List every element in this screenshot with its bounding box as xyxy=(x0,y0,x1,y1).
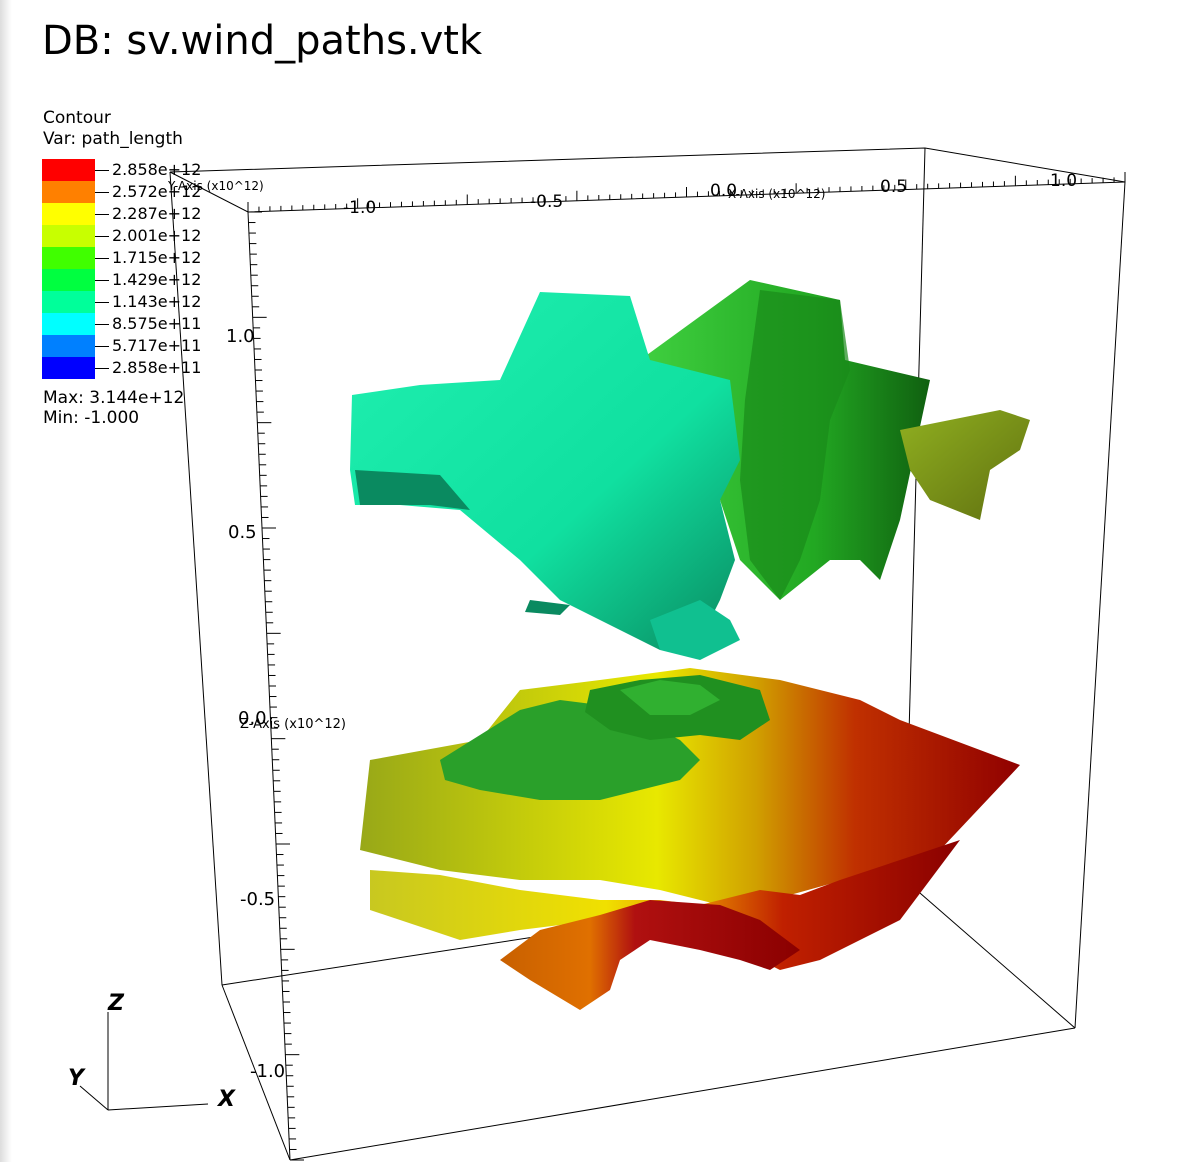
x-tick-label: 0.5 xyxy=(880,177,907,197)
legend-tick xyxy=(95,346,109,347)
legend-swatch xyxy=(42,203,95,225)
legend-swatch xyxy=(42,335,95,357)
legend-swatch xyxy=(42,291,95,313)
legend-plot-type: Contour xyxy=(43,108,111,128)
x-tick-label: 1.0 xyxy=(1050,171,1077,191)
contour-surface-upper xyxy=(350,280,1030,660)
z-axis-ticks xyxy=(248,211,304,1161)
legend-level-label: 2.858e+11 xyxy=(112,358,202,377)
legend-tick xyxy=(95,324,109,325)
z-tick-label: 0.0 xyxy=(238,708,267,729)
legend-swatch xyxy=(42,181,95,203)
legend-swatch xyxy=(42,225,95,247)
database-title: DB: sv.wind_paths.vtk xyxy=(42,18,483,64)
x-axis-ticks xyxy=(247,172,1126,212)
legend-swatch xyxy=(42,269,95,291)
axis-triad: Z Y X xyxy=(68,991,236,1112)
legend-level-label: 2.001e+12 xyxy=(112,226,202,245)
legend-tick xyxy=(95,170,109,171)
y-axis-title: Y-Axis (x10^12) xyxy=(167,179,264,193)
x-axis-labels: -1.0 -0.5 0.0 0.5 1.0 X-Axis (x10^12) Y-… xyxy=(167,171,1077,218)
z-tick-label: 0.5 xyxy=(228,522,257,543)
bounding-box xyxy=(169,147,1126,1161)
legend-level-label: 2.572e+12 xyxy=(112,182,202,201)
legend-variable: Var: path_length xyxy=(43,129,183,149)
z-tick-label: -1.0 xyxy=(250,1061,285,1082)
z-tick-label: 1.0 xyxy=(226,326,255,347)
legend-level-label: 1.429e+12 xyxy=(112,270,202,289)
triad-y-label: Y xyxy=(68,1066,86,1091)
legend-tick xyxy=(95,192,109,193)
legend-swatch xyxy=(42,247,95,269)
legend-min: Min: -1.000 xyxy=(43,408,140,428)
legend-swatch xyxy=(42,357,95,379)
legend-tick xyxy=(95,302,109,303)
x-tick-label: -1.0 xyxy=(343,198,376,218)
legend-swatch xyxy=(42,313,95,335)
x-tick-label: 0.0 xyxy=(710,181,737,201)
legend-tick xyxy=(95,214,109,215)
legend-swatch xyxy=(42,159,95,181)
legend-level-label: 2.858e+12 xyxy=(112,160,202,179)
legend-tick xyxy=(95,280,109,281)
triad-x-label: X xyxy=(216,1087,236,1112)
triad-z-label: Z xyxy=(107,991,125,1016)
legend-max: Max: 3.144e+12 xyxy=(43,388,185,408)
z-axis-title: Z-Axis (x10^12) xyxy=(240,717,346,732)
legend-tick xyxy=(95,258,109,259)
z-tick-label: -0.5 xyxy=(240,889,275,910)
window-left-edge xyxy=(0,0,12,1162)
legend-tick xyxy=(95,236,109,237)
z-axis-labels: 1.0 0.5 0.0 -0.5 -1.0 Z-Axis (x10^12) xyxy=(226,326,346,1082)
legend-level-label: 5.717e+11 xyxy=(112,336,202,355)
x-tick-label: -0.5 xyxy=(530,192,563,212)
contour-surface-lower xyxy=(360,668,1020,1010)
x-axis-title: X-Axis (x10^12) xyxy=(728,187,825,201)
legend-level-label: 1.715e+12 xyxy=(112,248,202,267)
legend-level-label: 2.287e+12 xyxy=(112,204,202,223)
legend-tick xyxy=(95,368,109,369)
